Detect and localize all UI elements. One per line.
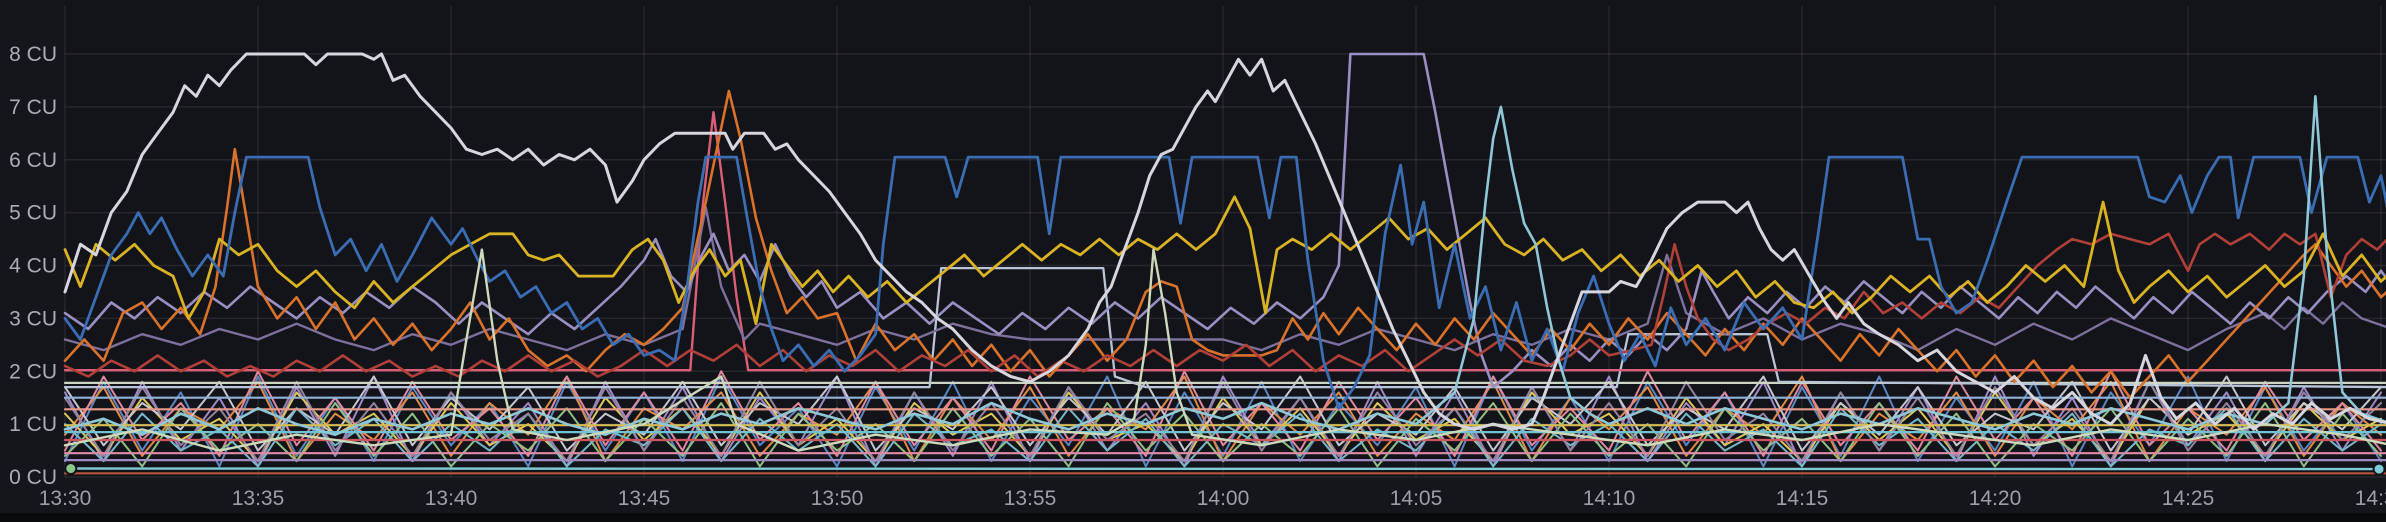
y-axis-label: 4 CU <box>9 255 57 278</box>
series-pale-step <box>63 266 2386 389</box>
y-axis-label: 3 CU <box>9 307 57 330</box>
series-yellow <box>63 195 2386 326</box>
series-blue <box>63 155 2386 410</box>
y-axis-label: 8 CU <box>9 43 57 66</box>
x-axis-label: 14:05 <box>1390 487 1443 510</box>
series-brick-red <box>63 232 2386 378</box>
x-axis-label: 13:50 <box>811 487 864 510</box>
x-axis-label: 14:10 <box>1583 487 1636 510</box>
x-axis-label: 14:15 <box>1776 487 1829 510</box>
series-point-marker <box>2372 462 2386 476</box>
y-axis-label: 6 CU <box>9 149 57 172</box>
series-teal <box>63 95 2386 437</box>
series-white <box>63 52 2386 431</box>
series-pale-green <box>63 248 2386 452</box>
x-axis-label: 14:00 <box>1197 487 1250 510</box>
series-mauve <box>63 206 2386 352</box>
x-axis-label: 13:55 <box>1004 487 1057 510</box>
series-point-marker <box>64 462 78 476</box>
y-axis-label: 0 CU <box>9 466 57 489</box>
x-axis-label: 14:25 <box>2162 487 2215 510</box>
y-axis-label: 1 CU <box>9 413 57 436</box>
series-zigzag-blue <box>64 375 2382 468</box>
x-axis-label: 13:30 <box>39 487 92 510</box>
y-axis-label: 5 CU <box>9 202 57 225</box>
bottom-strip <box>0 513 2386 522</box>
x-axis-label: 13:45 <box>618 487 671 510</box>
x-axis-label: 13:35 <box>232 487 285 510</box>
x-axis-label: 13:40 <box>425 487 478 510</box>
y-axis-label: 7 CU <box>9 96 57 119</box>
x-axis-label: 14:30 <box>2355 487 2386 510</box>
y-axis-label: 2 CU <box>9 360 57 383</box>
series-baseline-teal <box>69 467 2383 471</box>
x-axis-label: 14:20 <box>1969 487 2022 510</box>
